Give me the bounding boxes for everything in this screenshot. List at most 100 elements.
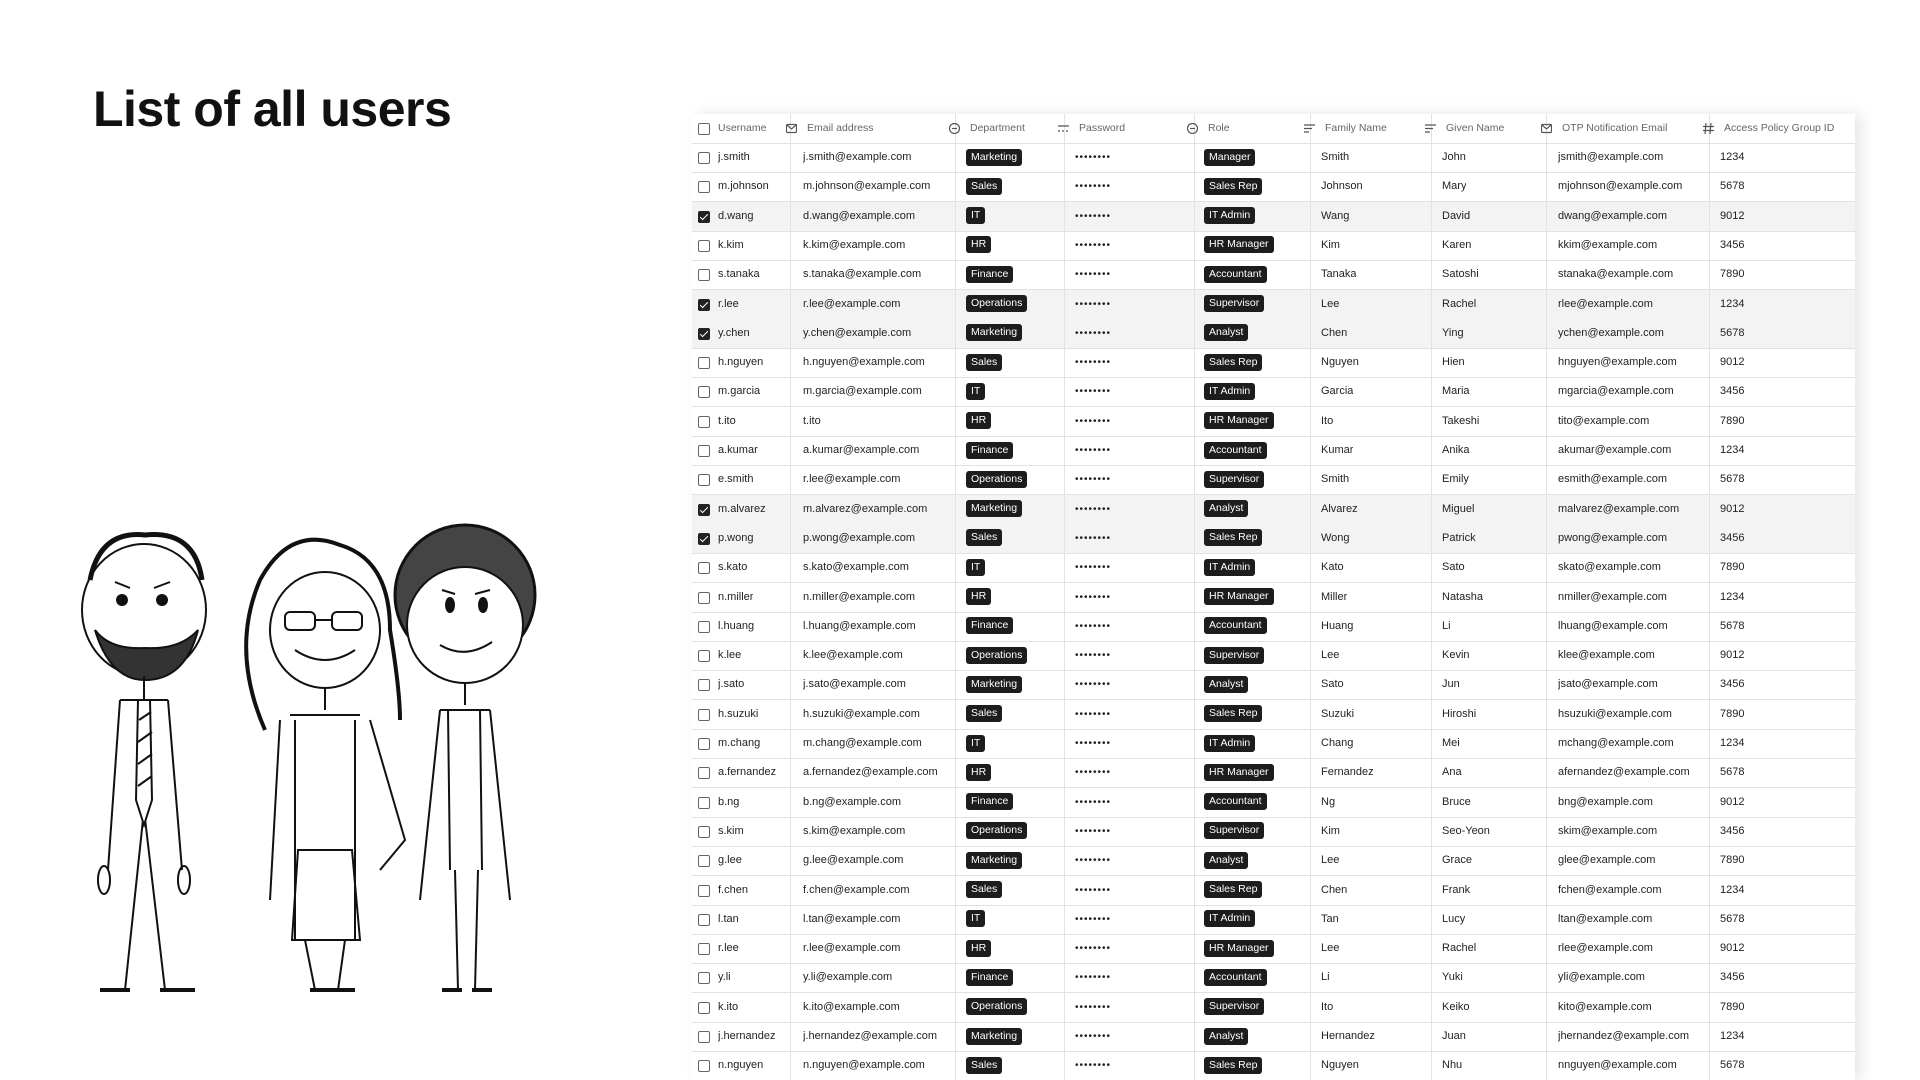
password-cell: •••••••• [1075, 503, 1112, 515]
given-name-cell: Mary [1442, 180, 1467, 193]
column-divider [790, 670, 791, 700]
family-name-cell: Ng [1321, 795, 1336, 808]
column-divider [790, 230, 791, 260]
role-badge: IT Admin [1204, 382, 1256, 400]
row-checkbox[interactable] [698, 620, 710, 633]
row-checkbox[interactable] [698, 855, 710, 868]
department-cell: Operations [966, 993, 1028, 1022]
table-row[interactable]: m.johnson m.johnson@example.com Sales •••••… [692, 172, 1855, 203]
row-checkbox[interactable] [698, 913, 710, 926]
table-row[interactable]: j.hernandez j.hernandez@example.com Market… [692, 1022, 1855, 1052]
row-checkbox[interactable] [698, 650, 710, 663]
table-row[interactable]: e.smith r.lee@example.com Operations ••••••… [692, 465, 1855, 496]
table-row[interactable]: m.alvarez m.alvarez@example.com Marketing •… [692, 494, 1855, 525]
table-row[interactable]: s.kato s.kato@example.com IT •••••••• IT Adm… [692, 553, 1855, 584]
row-checkbox[interactable] [698, 1031, 710, 1043]
column-header[interactable]: Given Name [1446, 122, 1505, 134]
table-row[interactable]: l.tan l.tan@example.com IT •••••••• IT Admin… [692, 904, 1855, 935]
password-cell: •••••••• [1075, 210, 1112, 222]
select-all-checkbox[interactable] [698, 123, 710, 135]
password-cell: •••••••• [1075, 708, 1112, 720]
column-header[interactable]: Family Name [1325, 122, 1387, 134]
table-row[interactable]: g.lee g.lee@example.com Marketing •••••••• A… [692, 846, 1855, 877]
role-cell: HR Manager [1204, 407, 1274, 436]
access-policy-group-id-cell: 1234 [1720, 590, 1745, 603]
column-divider [790, 787, 791, 817]
column-header[interactable]: Role [1208, 122, 1230, 134]
row-checkbox[interactable] [698, 591, 710, 604]
row-checkbox[interactable] [698, 503, 710, 516]
table-row[interactable]: y.li y.li@example.com Finance •••••••• Accou… [692, 963, 1855, 994]
table-row[interactable]: a.fernandez a.fernandez@example.com HR ••••… [692, 758, 1855, 789]
table-row[interactable]: h.nguyen h.nguyen@example.com Sales •••••••… [692, 348, 1855, 379]
table-row[interactable]: l.huang l.huang@example.com Finance •••••••… [692, 611, 1855, 642]
table-row[interactable]: r.lee r.lee@example.com HR •••••••• HR Manag… [692, 934, 1855, 965]
row-checkbox[interactable] [698, 298, 710, 311]
row-checkbox[interactable] [698, 972, 710, 985]
username-cell: m.johnson [718, 180, 769, 193]
row-checkbox[interactable] [698, 1060, 710, 1073]
row-checkbox[interactable] [698, 884, 710, 897]
row-checkbox[interactable] [698, 386, 710, 399]
table-row[interactable]: s.tanaka s.tanaka@example.com Finance •••••… [692, 260, 1855, 291]
username-cell: k.lee [718, 649, 742, 662]
row-checkbox[interactable] [698, 474, 710, 487]
table-row[interactable]: j.sato j.sato@example.com Marketing •••••••… [692, 670, 1855, 701]
table-row[interactable]: a.kumar a.kumar@example.com Finance •••••••… [692, 436, 1855, 466]
row-checkbox[interactable] [698, 327, 710, 340]
table-row[interactable]: n.nguyen n.nguyen@example.com Sales •••••••… [692, 1051, 1855, 1080]
row-checkbox[interactable] [698, 357, 710, 370]
password-cell: •••••••• [1075, 327, 1112, 339]
column-header[interactable]: Department [970, 122, 1025, 134]
row-checkbox[interactable] [698, 679, 710, 692]
table-row[interactable]: m.chang m.chang@example.com IT •••••••• IT A… [692, 729, 1855, 759]
row-checkbox[interactable] [698, 445, 710, 457]
table-row[interactable]: d.wang d.wang@example.com IT •••••••• IT Adm… [692, 201, 1855, 232]
row-checkbox[interactable] [698, 532, 710, 545]
column-header[interactable]: Access Policy Group ID [1724, 122, 1835, 134]
row-checkbox[interactable] [698, 181, 710, 194]
table-row[interactable]: r.lee r.lee@example.com Operations ••••••••… [692, 289, 1855, 320]
row-checkbox[interactable] [698, 562, 710, 575]
table-row[interactable]: b.ng b.ng@example.com Finance •••••••• Accou… [692, 787, 1855, 818]
row-checkbox[interactable] [698, 239, 710, 252]
column-header[interactable]: Username [718, 122, 767, 134]
table-row[interactable]: j.smith j.smith@example.com Marketing •••••… [692, 143, 1855, 173]
table-row[interactable]: k.lee k.lee@example.com Operations ••••••••… [692, 641, 1855, 672]
row-checkbox[interactable] [698, 210, 710, 223]
table-row[interactable]: y.chen y.chen@example.com Marketing •••••••… [692, 318, 1855, 349]
table-row[interactable]: p.wong p.wong@example.com Sales •••••••• Sal… [692, 523, 1855, 554]
column-divider [1431, 406, 1432, 436]
column-header[interactable]: Email address [807, 122, 874, 134]
column-divider [1310, 699, 1311, 729]
table-row[interactable]: h.suzuki h.suzuki@example.com Sales •••••••… [692, 699, 1855, 730]
table-row[interactable]: k.ito k.ito@example.com Operations ••••••••… [692, 992, 1855, 1023]
page-title: List of all users [93, 81, 452, 137]
table-row[interactable]: f.chen f.chen@example.com Sales •••••••• Sal… [692, 875, 1855, 906]
column-header[interactable]: OTP Notification Email [1562, 122, 1668, 134]
table-row[interactable]: n.miller n.miller@example.com HR •••••••• HR… [692, 582, 1855, 613]
row-checkbox[interactable] [698, 415, 710, 428]
row-checkbox[interactable] [698, 269, 710, 282]
row-checkbox[interactable] [698, 825, 710, 838]
row-checkbox[interactable] [698, 1001, 710, 1014]
email-cell: f.chen@example.com [803, 883, 910, 896]
row-checkbox[interactable] [698, 767, 710, 780]
role-badge: Sales Rep [1204, 705, 1263, 723]
role-cell: IT Admin [1204, 905, 1256, 934]
row-checkbox[interactable] [698, 152, 710, 164]
row-checkbox[interactable] [698, 796, 710, 809]
row-checkbox[interactable] [698, 943, 710, 956]
column-divider [1546, 729, 1547, 758]
table-row[interactable]: k.kim k.kim@example.com HR •••••••• HR Manag… [692, 230, 1855, 261]
username-cell: y.chen [718, 326, 750, 339]
table-header: Username Email address Department Password R… [692, 114, 1855, 144]
table-row[interactable]: s.kim s.kim@example.com Operations ••••••••… [692, 816, 1855, 847]
given-name-cell: Ying [1442, 326, 1464, 339]
row-checkbox[interactable] [698, 708, 710, 721]
row-checkbox[interactable] [698, 738, 710, 750]
table-row[interactable]: t.ito t.ito HR •••••••• HR Manager Ito Takeshi… [692, 406, 1855, 437]
column-divider [955, 875, 956, 905]
column-header[interactable]: Password [1079, 122, 1126, 134]
table-row[interactable]: m.garcia m.garcia@example.com IT •••••••• IT… [692, 377, 1855, 408]
